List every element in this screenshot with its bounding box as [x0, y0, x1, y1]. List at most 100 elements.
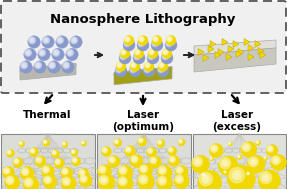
Circle shape — [124, 40, 130, 47]
Circle shape — [140, 140, 141, 141]
Circle shape — [137, 51, 138, 53]
Circle shape — [198, 170, 222, 189]
Polygon shape — [194, 48, 276, 72]
Circle shape — [161, 169, 164, 172]
Circle shape — [66, 48, 78, 61]
Circle shape — [245, 146, 248, 149]
Circle shape — [29, 37, 35, 44]
Circle shape — [247, 173, 249, 174]
Circle shape — [61, 167, 73, 179]
Circle shape — [55, 159, 61, 164]
Circle shape — [202, 173, 205, 176]
Circle shape — [81, 172, 83, 174]
Circle shape — [150, 50, 153, 54]
Circle shape — [81, 177, 86, 181]
Circle shape — [63, 62, 69, 69]
Circle shape — [57, 161, 59, 163]
Circle shape — [53, 49, 59, 56]
Circle shape — [224, 171, 226, 173]
Circle shape — [228, 142, 232, 146]
Circle shape — [125, 41, 129, 45]
Circle shape — [82, 142, 84, 144]
Circle shape — [115, 140, 118, 143]
Circle shape — [54, 51, 58, 55]
Circle shape — [37, 64, 39, 66]
Circle shape — [116, 66, 122, 73]
Circle shape — [53, 151, 56, 154]
Circle shape — [80, 171, 84, 174]
Polygon shape — [20, 64, 76, 72]
Circle shape — [204, 177, 208, 181]
Circle shape — [140, 177, 146, 182]
Circle shape — [159, 142, 160, 143]
Circle shape — [45, 177, 50, 182]
Circle shape — [210, 157, 212, 159]
Circle shape — [180, 141, 181, 142]
Circle shape — [46, 179, 49, 181]
Circle shape — [13, 158, 19, 164]
Circle shape — [126, 42, 128, 44]
Circle shape — [98, 174, 115, 189]
Circle shape — [249, 157, 258, 167]
Circle shape — [72, 150, 74, 153]
Circle shape — [141, 178, 145, 181]
Circle shape — [109, 156, 115, 163]
Circle shape — [202, 175, 210, 183]
Circle shape — [121, 169, 124, 172]
Circle shape — [49, 62, 55, 69]
Circle shape — [72, 38, 76, 43]
Bar — [193, 134, 286, 189]
Circle shape — [247, 172, 249, 175]
Circle shape — [241, 141, 257, 157]
Circle shape — [8, 151, 11, 153]
Circle shape — [157, 165, 172, 180]
Circle shape — [121, 54, 125, 58]
Circle shape — [72, 158, 77, 163]
Circle shape — [68, 51, 72, 55]
Circle shape — [119, 166, 127, 174]
Circle shape — [171, 158, 173, 160]
Circle shape — [9, 179, 11, 182]
Circle shape — [168, 155, 180, 167]
Circle shape — [31, 149, 34, 153]
Circle shape — [127, 38, 128, 40]
Circle shape — [145, 62, 150, 68]
Circle shape — [196, 160, 199, 163]
Circle shape — [228, 142, 231, 144]
Circle shape — [256, 141, 258, 143]
Circle shape — [52, 150, 59, 158]
Circle shape — [145, 67, 149, 71]
Circle shape — [122, 50, 125, 54]
Circle shape — [149, 49, 154, 55]
Circle shape — [141, 167, 146, 171]
Circle shape — [108, 156, 120, 167]
Circle shape — [42, 165, 55, 178]
Circle shape — [191, 155, 210, 173]
Circle shape — [42, 36, 54, 48]
Circle shape — [38, 48, 50, 61]
Circle shape — [165, 39, 177, 51]
Circle shape — [163, 54, 167, 58]
Circle shape — [177, 168, 182, 172]
Circle shape — [146, 63, 149, 67]
Circle shape — [30, 38, 34, 43]
Circle shape — [74, 160, 75, 161]
Circle shape — [242, 143, 251, 152]
Circle shape — [123, 39, 135, 51]
Circle shape — [52, 150, 57, 155]
Circle shape — [158, 140, 162, 144]
Circle shape — [224, 170, 228, 174]
Circle shape — [126, 37, 129, 41]
Circle shape — [158, 176, 166, 185]
Circle shape — [53, 152, 55, 153]
Circle shape — [102, 178, 105, 182]
Circle shape — [157, 175, 173, 189]
Circle shape — [117, 62, 122, 68]
Circle shape — [124, 36, 134, 46]
Circle shape — [152, 36, 162, 46]
Circle shape — [146, 64, 148, 66]
Circle shape — [134, 49, 144, 59]
Circle shape — [7, 150, 11, 154]
Circle shape — [158, 61, 168, 71]
Circle shape — [129, 65, 141, 77]
